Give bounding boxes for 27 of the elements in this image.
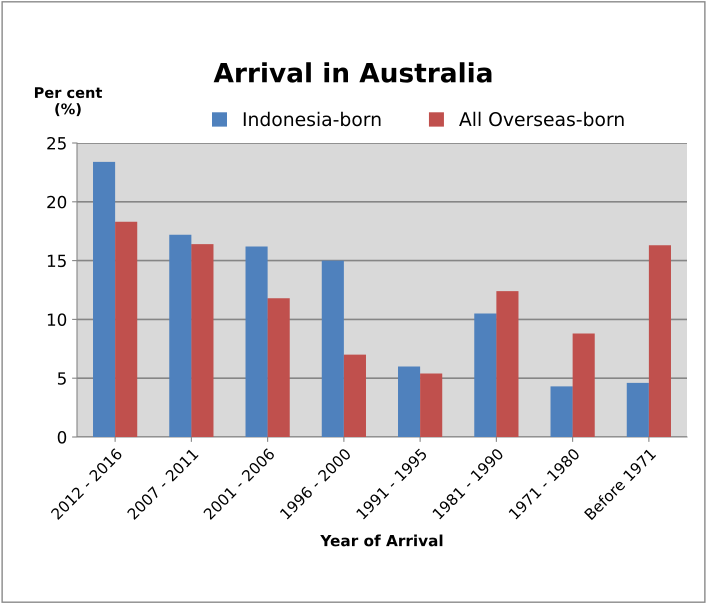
bar <box>626 382 649 437</box>
y-tick-label: 20 <box>47 196 66 208</box>
bar <box>572 334 595 437</box>
y-tick-label: 10 <box>48 313 66 326</box>
bar <box>322 260 344 437</box>
legend-label: Indonesia-born <box>244 112 380 126</box>
y-tick-label: 25 <box>47 136 66 150</box>
bar <box>93 162 116 437</box>
legend-label: All Overseas-born <box>459 112 624 126</box>
y-tick-label: 5 <box>58 372 66 385</box>
bar <box>398 366 420 437</box>
y-axis-title: Per cent (%) <box>34 87 102 116</box>
bar <box>344 354 366 437</box>
y-tick-label: 0 <box>58 430 66 444</box>
chart-title: Arrival in Australia <box>214 62 492 83</box>
bar <box>115 222 138 437</box>
y-tick-label: 15 <box>48 254 66 268</box>
bar <box>268 298 290 437</box>
bar <box>648 245 671 437</box>
bar <box>496 291 518 437</box>
x-axis-title: Year of Arrival <box>320 534 442 546</box>
bar <box>550 386 573 437</box>
bar <box>420 373 442 437</box>
bar <box>191 244 214 437</box>
bar <box>169 234 192 437</box>
bar <box>246 246 268 437</box>
bar <box>474 314 496 437</box>
